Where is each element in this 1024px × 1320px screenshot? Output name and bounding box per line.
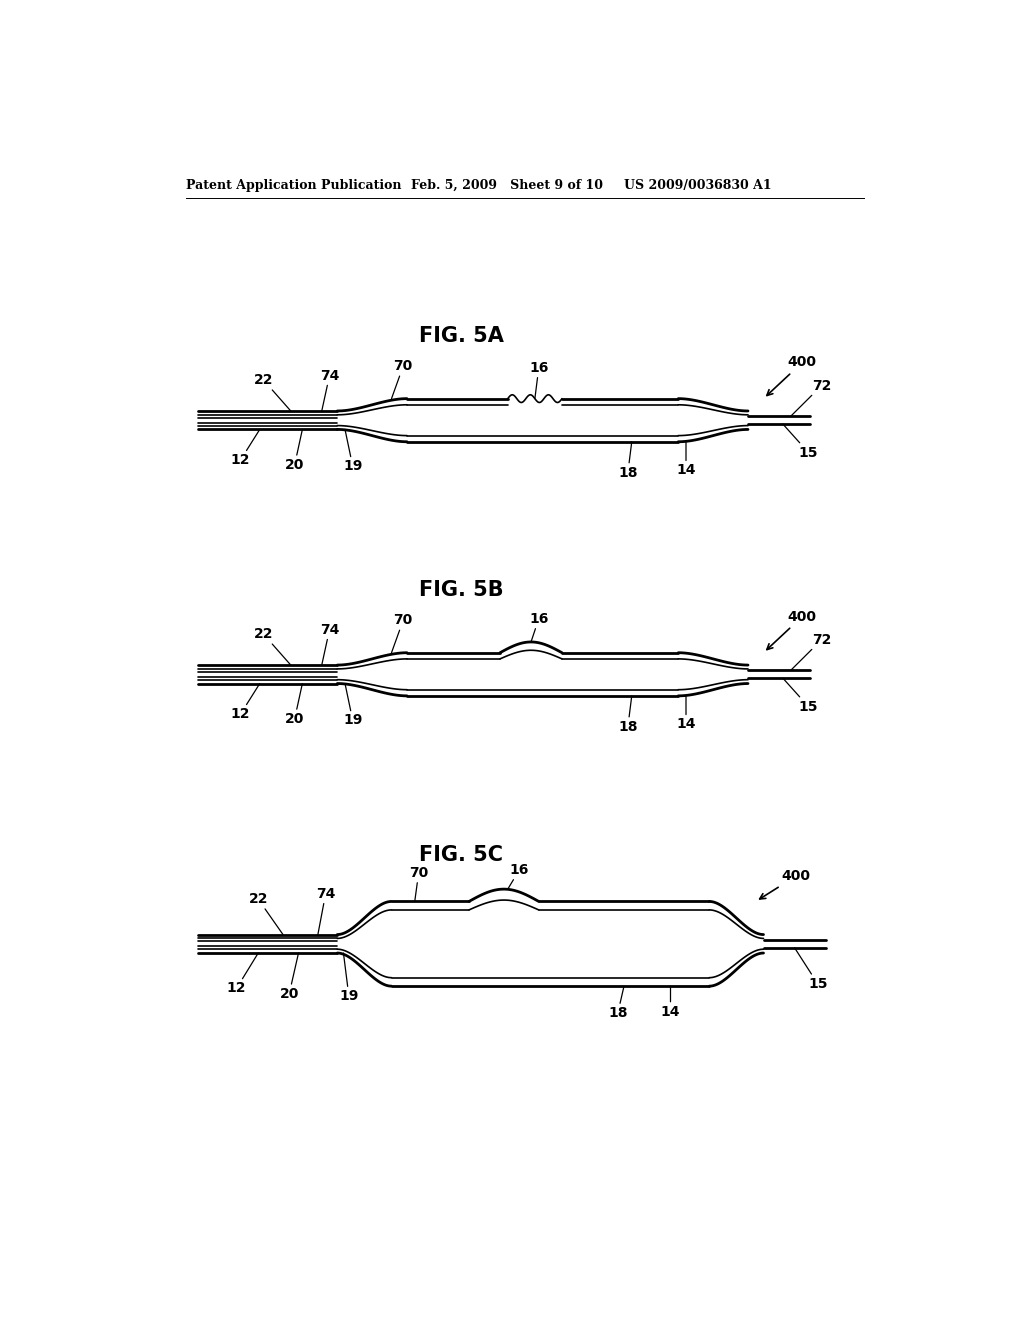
Text: 20: 20 — [280, 953, 299, 1001]
Text: 20: 20 — [285, 684, 304, 726]
Text: 15: 15 — [783, 424, 818, 459]
Text: 22: 22 — [249, 892, 283, 935]
Text: 70: 70 — [391, 359, 413, 399]
Text: 18: 18 — [618, 442, 638, 479]
Text: 14: 14 — [660, 986, 680, 1019]
Text: 16: 16 — [529, 360, 549, 399]
Text: 18: 18 — [618, 696, 638, 734]
Text: 74: 74 — [319, 623, 339, 665]
Text: FIG. 5A: FIG. 5A — [419, 326, 504, 346]
Text: 19: 19 — [343, 429, 362, 474]
Text: 22: 22 — [254, 627, 291, 665]
Text: 72: 72 — [791, 632, 831, 671]
Text: 16: 16 — [529, 612, 549, 642]
Text: 19: 19 — [339, 953, 358, 1003]
Text: 74: 74 — [319, 368, 339, 411]
Text: 70: 70 — [409, 866, 428, 902]
Text: 16: 16 — [508, 863, 529, 890]
Text: US 2009/0036830 A1: US 2009/0036830 A1 — [624, 178, 772, 191]
Text: 74: 74 — [316, 887, 335, 935]
Text: 400: 400 — [767, 355, 817, 396]
Text: 22: 22 — [254, 374, 291, 411]
Text: 72: 72 — [791, 379, 831, 416]
Text: 400: 400 — [760, 869, 811, 899]
Text: 19: 19 — [343, 684, 362, 727]
Text: Patent Application Publication: Patent Application Publication — [186, 178, 401, 191]
Text: Feb. 5, 2009   Sheet 9 of 10: Feb. 5, 2009 Sheet 9 of 10 — [411, 178, 603, 191]
Text: 12: 12 — [230, 429, 260, 467]
Text: 14: 14 — [676, 442, 695, 478]
Text: FIG. 5C: FIG. 5C — [419, 845, 503, 865]
Text: 14: 14 — [676, 696, 695, 731]
Text: 70: 70 — [391, 614, 413, 653]
Text: 18: 18 — [608, 986, 628, 1020]
Text: 12: 12 — [226, 953, 258, 995]
Text: 15: 15 — [783, 678, 818, 714]
Text: 20: 20 — [285, 429, 304, 471]
Text: 15: 15 — [795, 948, 827, 991]
Text: 400: 400 — [767, 610, 817, 649]
Text: FIG. 5B: FIG. 5B — [419, 579, 504, 599]
Text: 12: 12 — [230, 684, 260, 721]
